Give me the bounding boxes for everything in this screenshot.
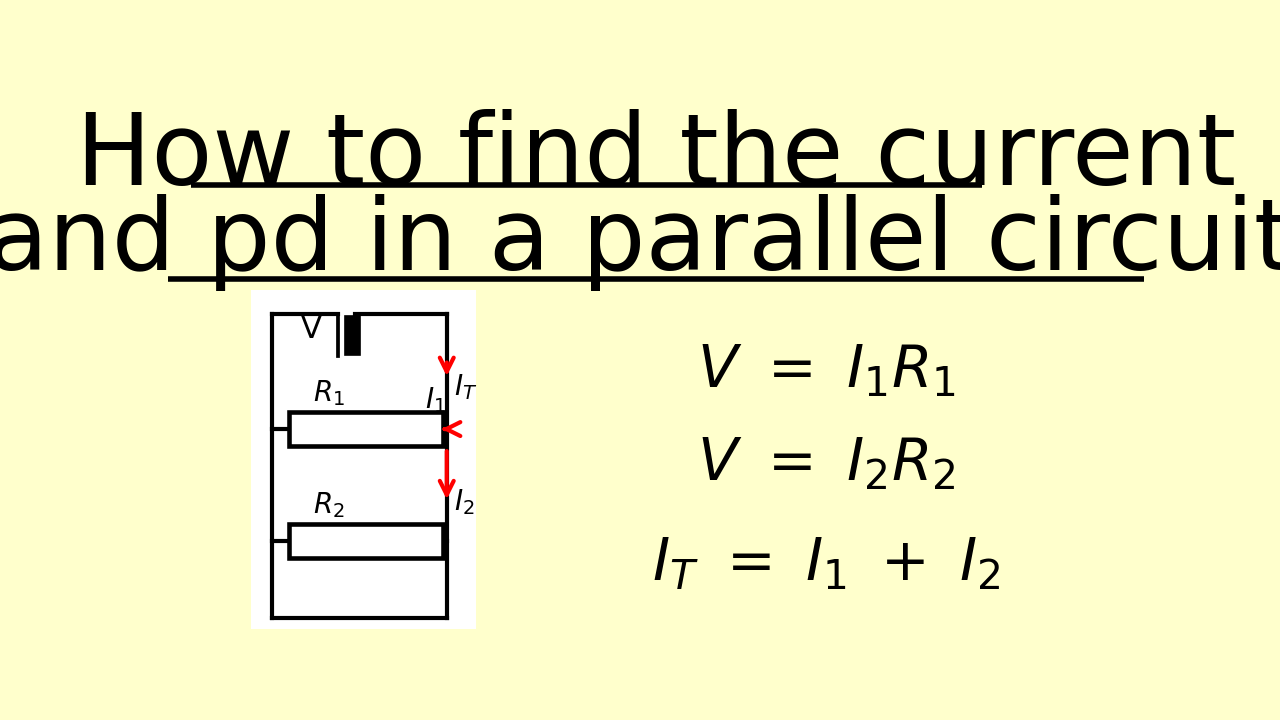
Bar	[289, 412, 443, 446]
Text: $R_1$: $R_1$	[312, 379, 344, 408]
Text: $I_1$: $I_1$	[425, 385, 445, 415]
Bar	[251, 290, 476, 629]
Text: $V \ = \ I_2 R_2$: $V \ = \ I_2 R_2$	[698, 435, 956, 492]
Text: $I_2$: $I_2$	[454, 487, 475, 517]
Bar	[289, 523, 443, 557]
Text: $I_T$: $I_T$	[454, 372, 477, 402]
Text: How to find the current: How to find the current	[76, 108, 1236, 205]
Text: $R_2$: $R_2$	[312, 490, 344, 520]
Text: $I_T \ = \ I_1 \ + \ I_2$: $I_T \ = \ I_1 \ + \ I_2$	[652, 535, 1001, 593]
Text: $V \ = \ I_1 R_1$: $V \ = \ I_1 R_1$	[698, 343, 956, 400]
Text: and pd in a parallel circuit.: and pd in a parallel circuit.	[0, 194, 1280, 291]
Text: V: V	[301, 315, 321, 344]
